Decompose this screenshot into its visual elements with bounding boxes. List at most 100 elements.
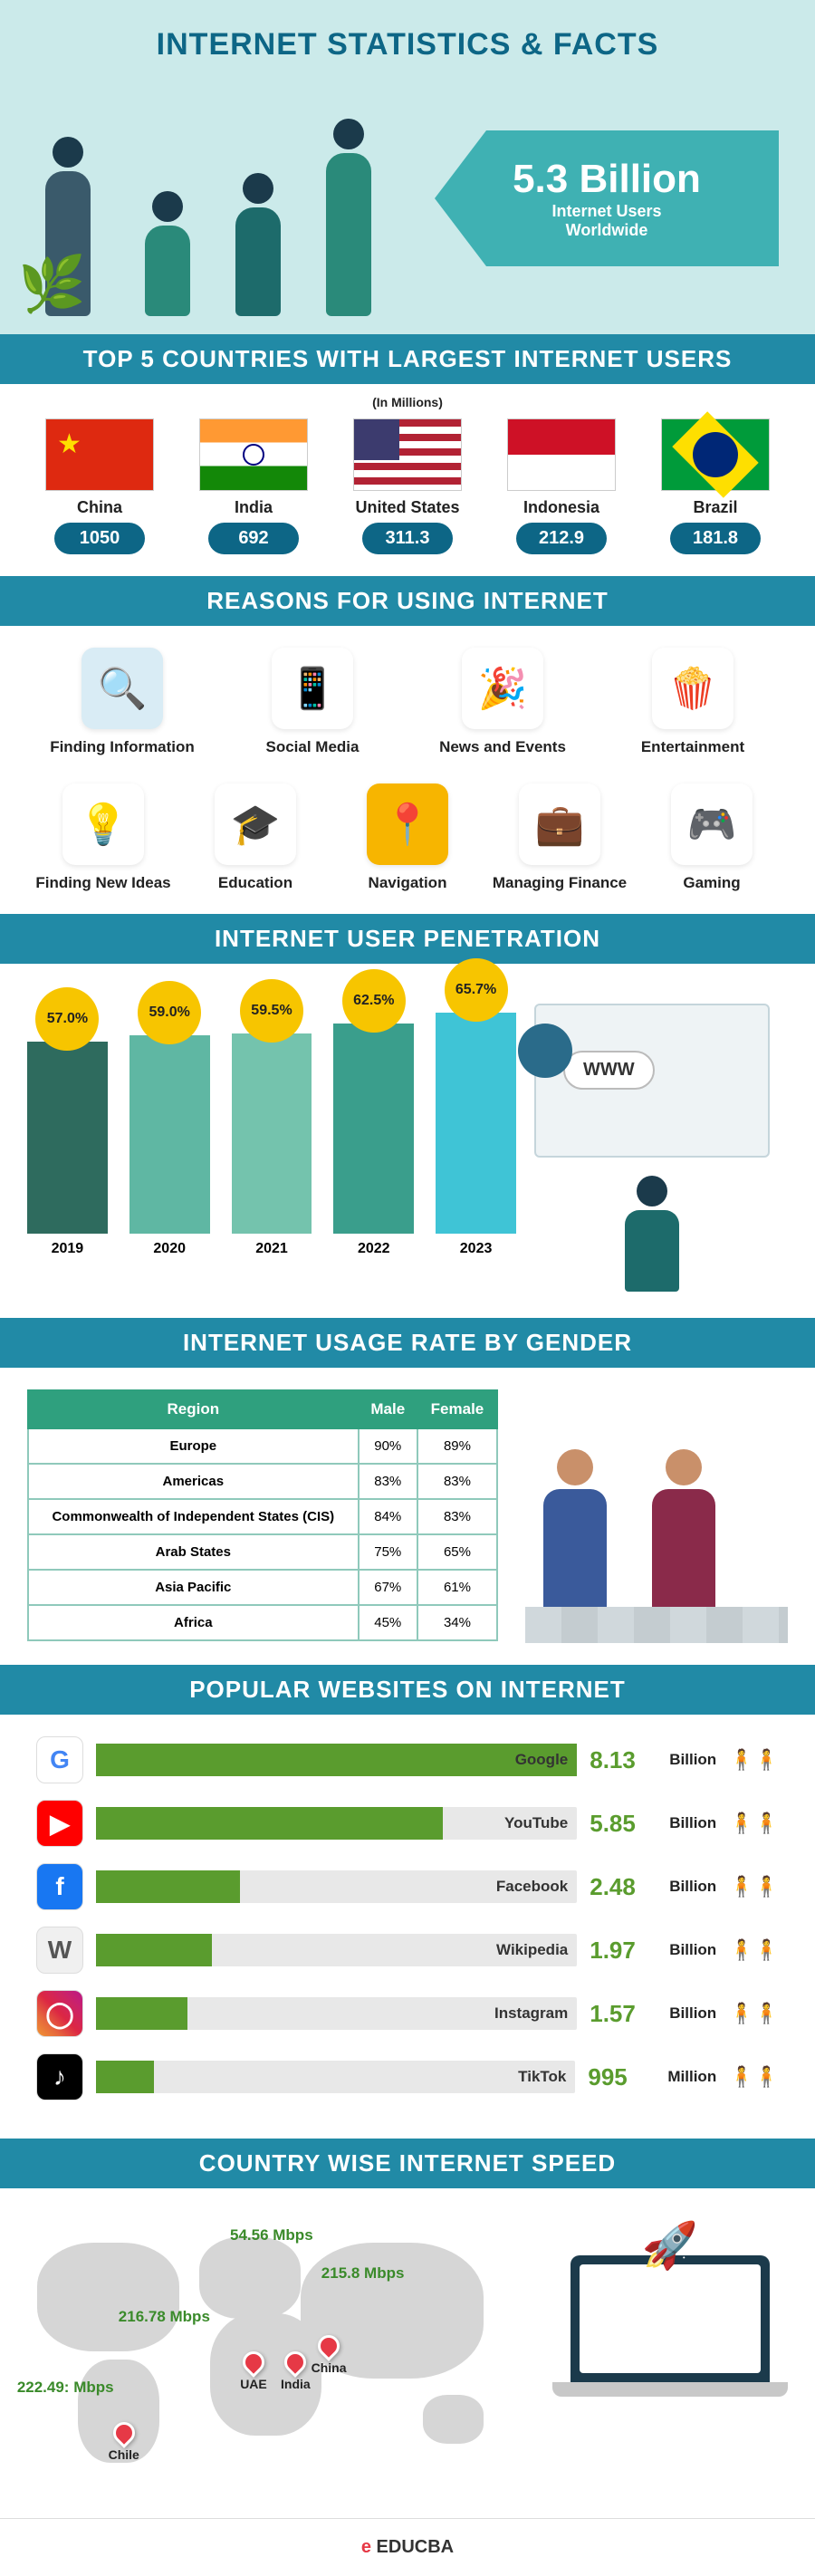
table-cell: 89% [417, 1428, 497, 1464]
people-icon: 🧍🧍 [729, 2065, 779, 2089]
website-bar-fill [96, 1744, 577, 1776]
pin-icon [280, 2347, 311, 2378]
laptop-illustration: 🚀 [552, 2255, 788, 2437]
website-value: 995 [588, 2063, 660, 2091]
table-cell: Africa [28, 1605, 359, 1640]
website-bar-fill [96, 1870, 240, 1903]
penetration-section: 57.0% 2019 59.0% 2020 59.5% 2021 62.5% 2… [0, 964, 815, 1318]
reason-icon: 📍 [367, 783, 448, 865]
table-cell: 75% [359, 1534, 417, 1570]
pin-label: India [281, 2377, 311, 2391]
speed-value: 222.49: Mbps [17, 2379, 114, 2397]
countries-section: (In Millions) China 1050 India 692 Unite… [0, 384, 815, 576]
reason-item: 🎮 Gaming [639, 783, 784, 892]
hero-stat-line2: Worldwide [566, 221, 648, 240]
pin-label: China [312, 2360, 347, 2375]
website-name: YouTube [504, 1807, 568, 1840]
reason-label: News and Events [430, 738, 575, 756]
table-cell: Asia Pacific [28, 1570, 359, 1605]
footer-brand: EDUCBA [371, 2537, 454, 2557]
penetration-value-bubble: 59.0% [138, 981, 201, 1044]
website-unit: Billion [669, 1878, 716, 1896]
reason-icon: 🎉 [462, 648, 543, 729]
reason-item: 💼 Managing Finance [487, 783, 632, 892]
table-row: Commonwealth of Independent States (CIS)… [28, 1499, 497, 1534]
country-card: Brazil 181.8 [643, 418, 788, 554]
gender-section: RegionMaleFemale Europe90%89%Americas83%… [0, 1368, 815, 1665]
pin-label: Chile [109, 2447, 139, 2462]
penetration-title: INTERNET USER PENETRATION [0, 914, 815, 964]
penetration-bar-fill [27, 1042, 108, 1234]
reason-icon: 🎓 [215, 783, 296, 865]
reasons-title: REASONS FOR USING INTERNET [0, 576, 815, 626]
table-cell: 61% [417, 1570, 497, 1605]
countries-subtitle: (In Millions) [27, 395, 788, 409]
pin-icon [313, 2331, 344, 2361]
website-row: ◯ Instagram 1.57 Billion 🧍🧍 [36, 1990, 779, 2037]
flag-icon [507, 418, 616, 491]
table-cell: 45% [359, 1605, 417, 1640]
website-bar-fill [96, 2061, 154, 2093]
website-name: Facebook [496, 1870, 568, 1903]
table-cell: Europe [28, 1428, 359, 1464]
reason-icon: 💡 [62, 783, 144, 865]
map-pin: China [312, 2335, 347, 2375]
people-icon: 🧍🧍 [729, 1875, 779, 1898]
table-row: Americas83%83% [28, 1464, 497, 1499]
penetration-bar-fill [232, 1033, 312, 1234]
hero-stat-line1: Internet Users [551, 202, 661, 221]
table-header: Male [359, 1390, 417, 1428]
website-bar-track: Wikipedia [96, 1934, 577, 1966]
website-name: TikTok [518, 2061, 566, 2093]
plant-icon: 🌿 [18, 252, 86, 316]
penetration-year: 2020 [153, 1241, 186, 1257]
reason-item: 🎓 Education [183, 783, 328, 892]
hero-body: 🌿 5.3 Billion Internet Users Worldwide [36, 81, 779, 316]
website-unit: Billion [669, 1814, 716, 1832]
country-card: China 1050 [27, 418, 172, 554]
table-row: Arab States75%65% [28, 1534, 497, 1570]
map-pin: India [281, 2351, 311, 2391]
flag-icon [353, 418, 462, 491]
reason-label: Managing Finance [487, 874, 632, 892]
gender-table: RegionMaleFemale Europe90%89%Americas83%… [27, 1389, 498, 1641]
country-value-pill: 181.8 [670, 523, 761, 554]
speed-value: 54.56 Mbps [230, 2226, 313, 2244]
table-cell: 34% [417, 1605, 497, 1640]
website-icon: W [36, 1927, 83, 1974]
penetration-bar-fill [129, 1035, 210, 1234]
reason-label: Gaming [639, 874, 784, 892]
globe-icon [518, 1024, 572, 1078]
website-unit: Million [667, 2068, 716, 2086]
country-name: Brazil [643, 498, 788, 517]
country-name: China [27, 498, 172, 517]
table-cell: Arab States [28, 1534, 359, 1570]
websites-section: G Google 8.13 Billion 🧍🧍 ▶ YouTube 5.85 … [0, 1715, 815, 2139]
reasons-section: 🔍 Finding Information 📱 Social Media 🎉 N… [0, 626, 815, 914]
table-cell: 84% [359, 1499, 417, 1534]
reason-icon: 💼 [519, 783, 600, 865]
website-bar-fill [96, 1997, 187, 2030]
website-bar-track: TikTok [96, 2061, 575, 2093]
reason-item: 📍 Navigation [335, 783, 480, 892]
country-card: India 692 [181, 418, 326, 554]
reason-label: Finding New Ideas [31, 874, 176, 892]
footer-logo-mark: e [361, 2537, 371, 2557]
website-bar-track: YouTube [96, 1807, 577, 1840]
penetration-chart: 57.0% 2019 59.0% 2020 59.5% 2021 62.5% 2… [27, 985, 516, 1293]
table-cell: Commonwealth of Independent States (CIS) [28, 1499, 359, 1534]
website-name: Instagram [494, 1997, 568, 2030]
speed-value: 216.78 Mbps [119, 2308, 210, 2326]
people-icon: 🧍🧍 [729, 1938, 779, 1962]
table-row: Africa45%34% [28, 1605, 497, 1640]
website-bar-track: Google [96, 1744, 577, 1776]
country-card: United States 311.3 [335, 418, 480, 554]
website-bar-fill [96, 1934, 212, 1966]
website-icon: ♪ [36, 2053, 83, 2100]
penetration-year: 2023 [460, 1241, 493, 1257]
penetration-value-bubble: 62.5% [342, 969, 406, 1033]
website-name: Google [515, 1744, 569, 1776]
table-cell: Americas [28, 1464, 359, 1499]
reason-label: Entertainment [620, 738, 765, 756]
country-value-pill: 311.3 [362, 523, 453, 554]
